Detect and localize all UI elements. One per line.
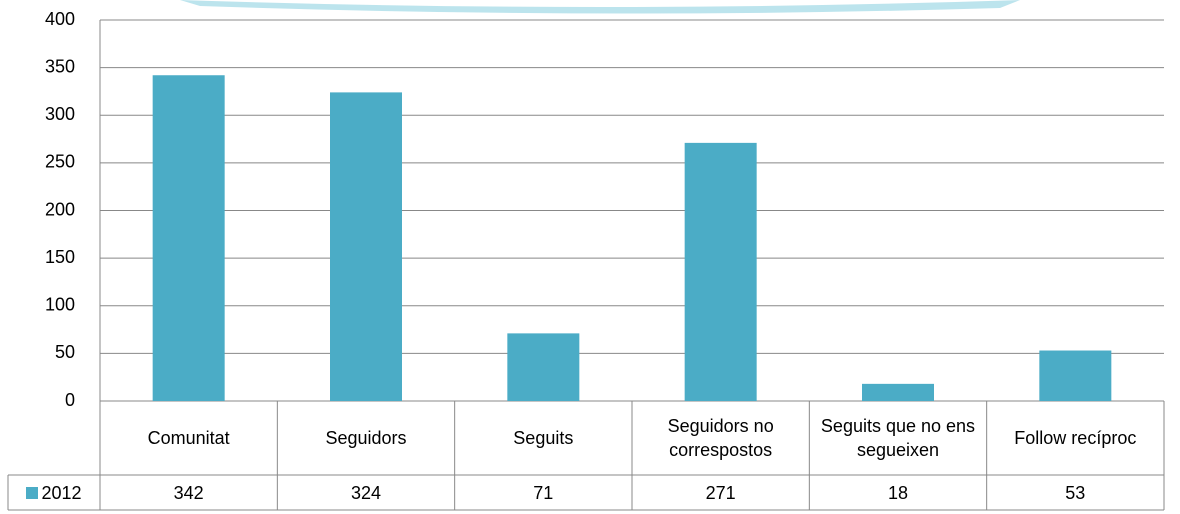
bar	[1039, 350, 1112, 401]
x-tick-label: Follow recíproc	[1014, 428, 1137, 448]
bar	[507, 333, 580, 401]
y-tick-label: 300	[45, 104, 75, 124]
bar	[330, 92, 402, 401]
y-tick-label: 350	[45, 56, 75, 76]
data-table-value: 71	[533, 482, 554, 503]
bar	[684, 142, 757, 401]
y-tick-label: 250	[45, 152, 75, 172]
data-table-value: 18	[887, 482, 908, 503]
legend-swatch	[26, 486, 39, 499]
x-tick-label: Seguidors no correspostos	[667, 416, 774, 460]
y-tick-label: 0	[65, 390, 75, 410]
y-tick-label: 100	[45, 295, 75, 315]
data-table-value: 342	[173, 482, 204, 503]
x-tick-label: Seguidors	[325, 428, 407, 448]
data-table-value: 53	[1065, 482, 1086, 503]
decoration	[180, 0, 1020, 14]
legend-label: 2012	[41, 482, 82, 503]
data-table-value: 324	[350, 482, 382, 503]
x-tick-label: Seguits que no ens segueixen	[820, 416, 976, 460]
y-tick-label: 200	[45, 199, 75, 219]
x-tick-label: Comunitat	[147, 428, 230, 448]
y-tick-label: 150	[45, 247, 75, 267]
legend-entry: 2012	[8, 475, 100, 510]
bar	[152, 75, 225, 402]
data-table-value: 271	[705, 482, 736, 503]
y-tick-label: 400	[45, 9, 75, 29]
bar	[862, 383, 934, 401]
x-tick-label: Seguits	[513, 428, 574, 448]
y-tick-label: 50	[55, 342, 75, 362]
